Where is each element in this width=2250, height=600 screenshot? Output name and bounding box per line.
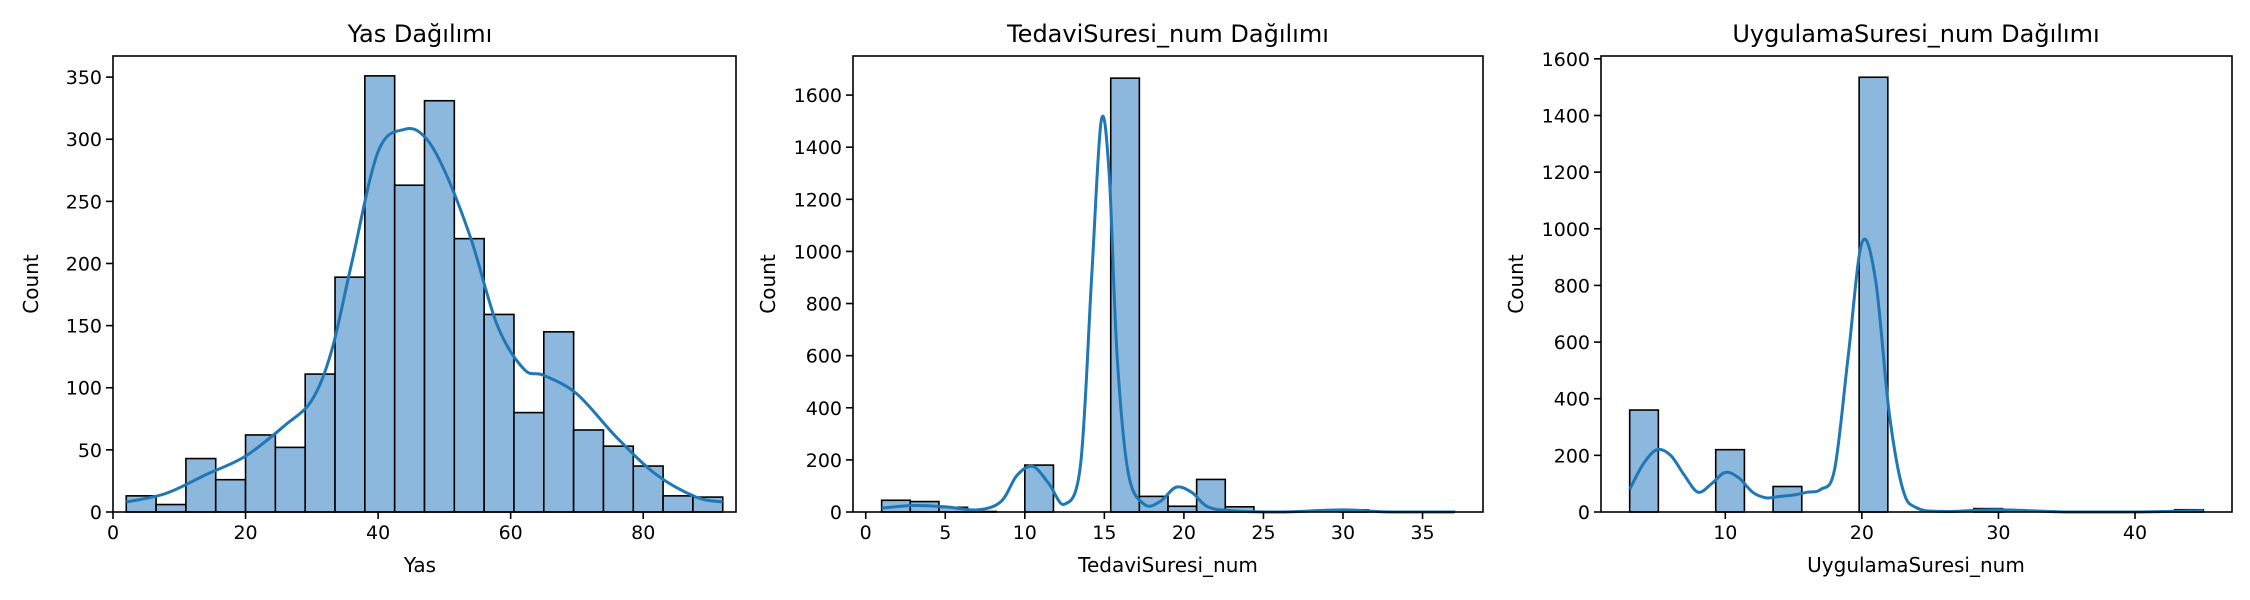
axes-frame [1600, 55, 2233, 513]
histogram-bar [393, 184, 426, 513]
histogram-bar [572, 429, 605, 513]
histogram-bar [423, 99, 456, 513]
histogram-bar [602, 445, 635, 513]
histogram-bars [880, 77, 1456, 513]
histogram-bar [453, 237, 485, 513]
x-tick-label: 40 [2123, 522, 2147, 544]
y-tick-label: 1200 [1542, 162, 1590, 184]
x-tick-label: 80 [631, 522, 655, 544]
y-tick-label: 300 [66, 129, 102, 151]
y-tick-label: 250 [66, 191, 102, 213]
histogram-panel-application-duration: UygulamaSuresi_num Dağılımı UygulamaSure… [1504, 20, 2233, 577]
histogram-bar [1167, 505, 1198, 513]
kde-curve [881, 114, 1455, 514]
y-tick-label: 800 [806, 294, 842, 316]
y-ticks: 0 50 100 150 200 250 300 350 [66, 67, 113, 524]
x-tick-label: 10 [1713, 522, 1737, 544]
y-tick-label: 200 [66, 253, 102, 275]
x-tick-label: 40 [366, 522, 390, 544]
y-tick-label: 350 [66, 67, 102, 89]
histogram-bar [632, 465, 664, 513]
x-tick-label: 15 [1092, 522, 1116, 544]
histogram-bar [364, 75, 396, 513]
histogram-bar [1858, 76, 1889, 513]
y-tick-label: 1400 [794, 137, 842, 159]
x-tick-label: 30 [1986, 522, 2010, 544]
x-tick-label: 20 [233, 522, 257, 544]
y-tick-label: 100 [66, 378, 102, 400]
y-tick-label: 200 [1554, 445, 1590, 467]
y-tick-label: 1600 [794, 85, 842, 107]
y-axis-label: Count [19, 254, 43, 314]
y-tick-label: 600 [1554, 332, 1590, 354]
y-axis-label: Count [756, 254, 780, 314]
histogram-bar [513, 411, 545, 513]
x-tick-label: 25 [1251, 522, 1275, 544]
x-tick-label: 20 [1850, 522, 1874, 544]
histogram-bar [185, 457, 217, 513]
histogram-panel-age: Yas Dağılımı Yas Count 0 20 40 60 80 0 50 100 15… [19, 20, 737, 577]
histogram-bar [542, 331, 575, 513]
histogram-bar [244, 434, 277, 513]
histogram-bar [662, 495, 694, 513]
x-tick-label: 30 [1331, 522, 1355, 544]
histogram-bar [214, 478, 247, 513]
y-tick-label: 1000 [794, 241, 842, 263]
x-tick-label: 10 [1013, 522, 1037, 544]
x-axis-label: UygulamaSuresi_num [1807, 553, 2025, 577]
histogram-bar [155, 503, 187, 513]
y-tick-label: 400 [1554, 389, 1590, 411]
histogram-bar [1772, 485, 1803, 513]
x-ticks: 0 5 10 15 20 25 30 35 [860, 512, 1435, 544]
chart-title: Yas Dağılımı [347, 20, 493, 48]
histogram-panel-treatment-duration: TedaviSuresi_num Dağılımı TedaviSuresi_n… [756, 20, 1484, 577]
x-axis-label: Yas [403, 553, 436, 577]
y-tick-label: 50 [78, 440, 102, 462]
chart-title: UygulamaSuresi_num Dağılımı [1732, 20, 2099, 48]
x-tick-label: 60 [499, 522, 523, 544]
x-tick-label: 0 [107, 522, 119, 544]
y-tick-label: 400 [806, 398, 842, 420]
y-axis-label: Count [1504, 254, 1528, 314]
x-tick-label: 0 [860, 522, 872, 544]
y-tick-label: 1400 [1542, 105, 1590, 127]
x-axis-label: TedaviSuresi_num [1077, 553, 1258, 577]
histogram-bar [274, 446, 307, 513]
y-ticks: 0 200 400 600 800 1000 1200 1400 1600 [794, 85, 853, 524]
y-tick-label: 150 [66, 316, 102, 338]
histogram-bars [1628, 76, 2205, 513]
y-tick-label: 800 [1554, 275, 1590, 297]
y-tick-label: 1000 [1542, 219, 1590, 241]
axes-frame [852, 55, 1484, 513]
chart-title: TedaviSuresi_num Dağılımı [1006, 20, 1329, 48]
axes-frame [112, 55, 737, 513]
y-ticks: 0 200 400 600 800 1000 1200 1400 1600 [1542, 49, 1601, 524]
histogram-bar [304, 373, 336, 513]
x-tick-label: 5 [939, 522, 951, 544]
y-tick-label: 1200 [794, 189, 842, 211]
y-tick-label: 200 [806, 450, 842, 472]
kde-curve [125, 126, 724, 504]
y-tick-label: 0 [1578, 502, 1590, 524]
histogram-bars [125, 75, 724, 513]
x-ticks: 0 20 40 60 80 [107, 512, 655, 544]
y-tick-label: 0 [90, 502, 102, 524]
y-tick-label: 600 [806, 346, 842, 368]
histogram-bar [483, 313, 515, 513]
x-tick-label: 20 [1172, 522, 1196, 544]
y-tick-label: 1600 [1542, 49, 1590, 71]
x-tick-label: 35 [1410, 522, 1434, 544]
x-ticks: 10 20 30 40 [1713, 512, 2147, 544]
y-tick-label: 0 [830, 502, 842, 524]
